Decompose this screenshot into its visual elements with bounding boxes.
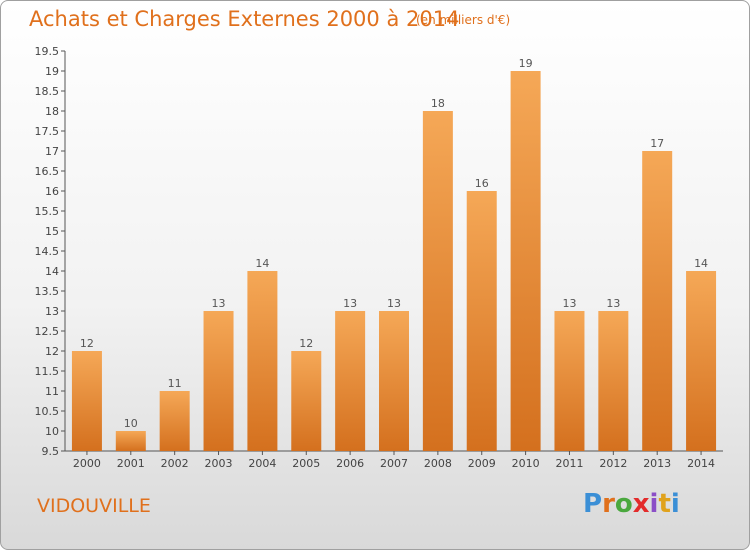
x-axis: 2000 2001 2002 2003 2004 2005 2006 2007 2008 2009… <box>65 450 723 470</box>
y-tick-label: 19 <box>45 65 59 78</box>
logo-letter: r <box>602 489 615 519</box>
data-label: 14 <box>255 257 269 270</box>
data-label: 12 <box>299 337 313 350</box>
data-label: 16 <box>475 177 489 190</box>
bar <box>686 271 717 451</box>
x-tick-label: 2008 <box>424 457 452 470</box>
data-label: 11 <box>168 377 182 390</box>
logo-letter: i <box>649 489 659 519</box>
bar <box>598 311 629 451</box>
proxiti-logo: Proxiti <box>583 489 680 519</box>
y-tick-label: 12.5 <box>35 325 60 338</box>
x-tick-label: 2011 <box>555 457 583 470</box>
bar <box>510 71 541 451</box>
data-label: 13 <box>343 297 357 310</box>
bar <box>466 191 497 451</box>
x-tick-label: 2001 <box>117 457 145 470</box>
y-tick-label: 16.5 <box>35 165 60 178</box>
y-tick-label: 16 <box>45 185 59 198</box>
x-tick-label: 2013 <box>643 457 671 470</box>
data-label: 12 <box>80 337 94 350</box>
y-tick-label: 18 <box>45 105 59 118</box>
data-labels: 12 10 11 13 14 12 13 13 18 16 19 13 13 17 14 <box>80 57 708 430</box>
x-tick-label: 2007 <box>380 457 408 470</box>
bar <box>379 311 409 451</box>
bar <box>71 351 102 451</box>
data-label: 13 <box>387 297 401 310</box>
x-tick-label: 2012 <box>599 457 627 470</box>
data-label: 13 <box>606 297 620 310</box>
x-tick-label: 2004 <box>248 457 276 470</box>
chart-title: Achats et Charges Externes 2000 à 2014 <box>29 7 460 31</box>
y-tick-label: 9.5 <box>42 445 60 458</box>
bar <box>554 311 585 451</box>
bar <box>335 311 366 451</box>
y-tick-label: 15.5 <box>35 205 60 218</box>
y-tick-label: 11 <box>45 385 59 398</box>
logo-letter: x <box>632 489 650 519</box>
bars <box>71 71 717 451</box>
logo-letter: t <box>658 489 671 519</box>
data-label: 19 <box>519 57 533 70</box>
x-tick-label: 2009 <box>468 457 496 470</box>
y-tick-label: 13.5 <box>35 285 60 298</box>
bar <box>115 431 146 451</box>
data-label: 13 <box>212 297 226 310</box>
y-tick-label: 17 <box>45 145 59 158</box>
logo-letter: i <box>670 489 680 519</box>
commune-name: VIDOUVILLE <box>37 495 151 517</box>
x-tick-label: 2010 <box>512 457 540 470</box>
chart-unit: (en milliers d'€) <box>416 13 511 27</box>
x-tick-label: 2006 <box>336 457 364 470</box>
y-tick-label: 10 <box>45 425 59 438</box>
x-tick-label: 2000 <box>73 457 101 470</box>
data-label: 13 <box>562 297 576 310</box>
bar <box>203 311 234 451</box>
bar <box>159 391 190 451</box>
y-tick-label: 10.5 <box>35 405 60 418</box>
y-axis: 9.5 10 10.5 11 11.5 12 12.5 13 13.5 14 14.5 15 15.5 1… <box>35 45 66 458</box>
bar <box>291 351 322 451</box>
bar <box>247 271 278 451</box>
y-tick-label: 19.5 <box>35 45 60 58</box>
logo-letter: o <box>614 489 633 519</box>
data-label: 17 <box>650 137 664 150</box>
logo-letter: P <box>583 489 603 519</box>
x-tick-label: 2014 <box>687 457 715 470</box>
y-tick-label: 17.5 <box>35 125 60 138</box>
y-tick-label: 12 <box>45 345 59 358</box>
bar <box>642 151 673 451</box>
y-tick-label: 11.5 <box>35 365 60 378</box>
data-label: 14 <box>694 257 708 270</box>
bar <box>422 111 453 451</box>
data-label: 18 <box>431 97 445 110</box>
y-tick-label: 14 <box>45 265 59 278</box>
y-tick-label: 13 <box>45 305 59 318</box>
y-tick-label: 18.5 <box>35 85 60 98</box>
data-label: 10 <box>124 417 138 430</box>
y-tick-label: 14.5 <box>35 245 60 258</box>
y-tick-label: 15 <box>45 225 59 238</box>
x-tick-label: 2005 <box>292 457 320 470</box>
x-tick-label: 2002 <box>161 457 189 470</box>
x-tick-label: 2003 <box>205 457 233 470</box>
